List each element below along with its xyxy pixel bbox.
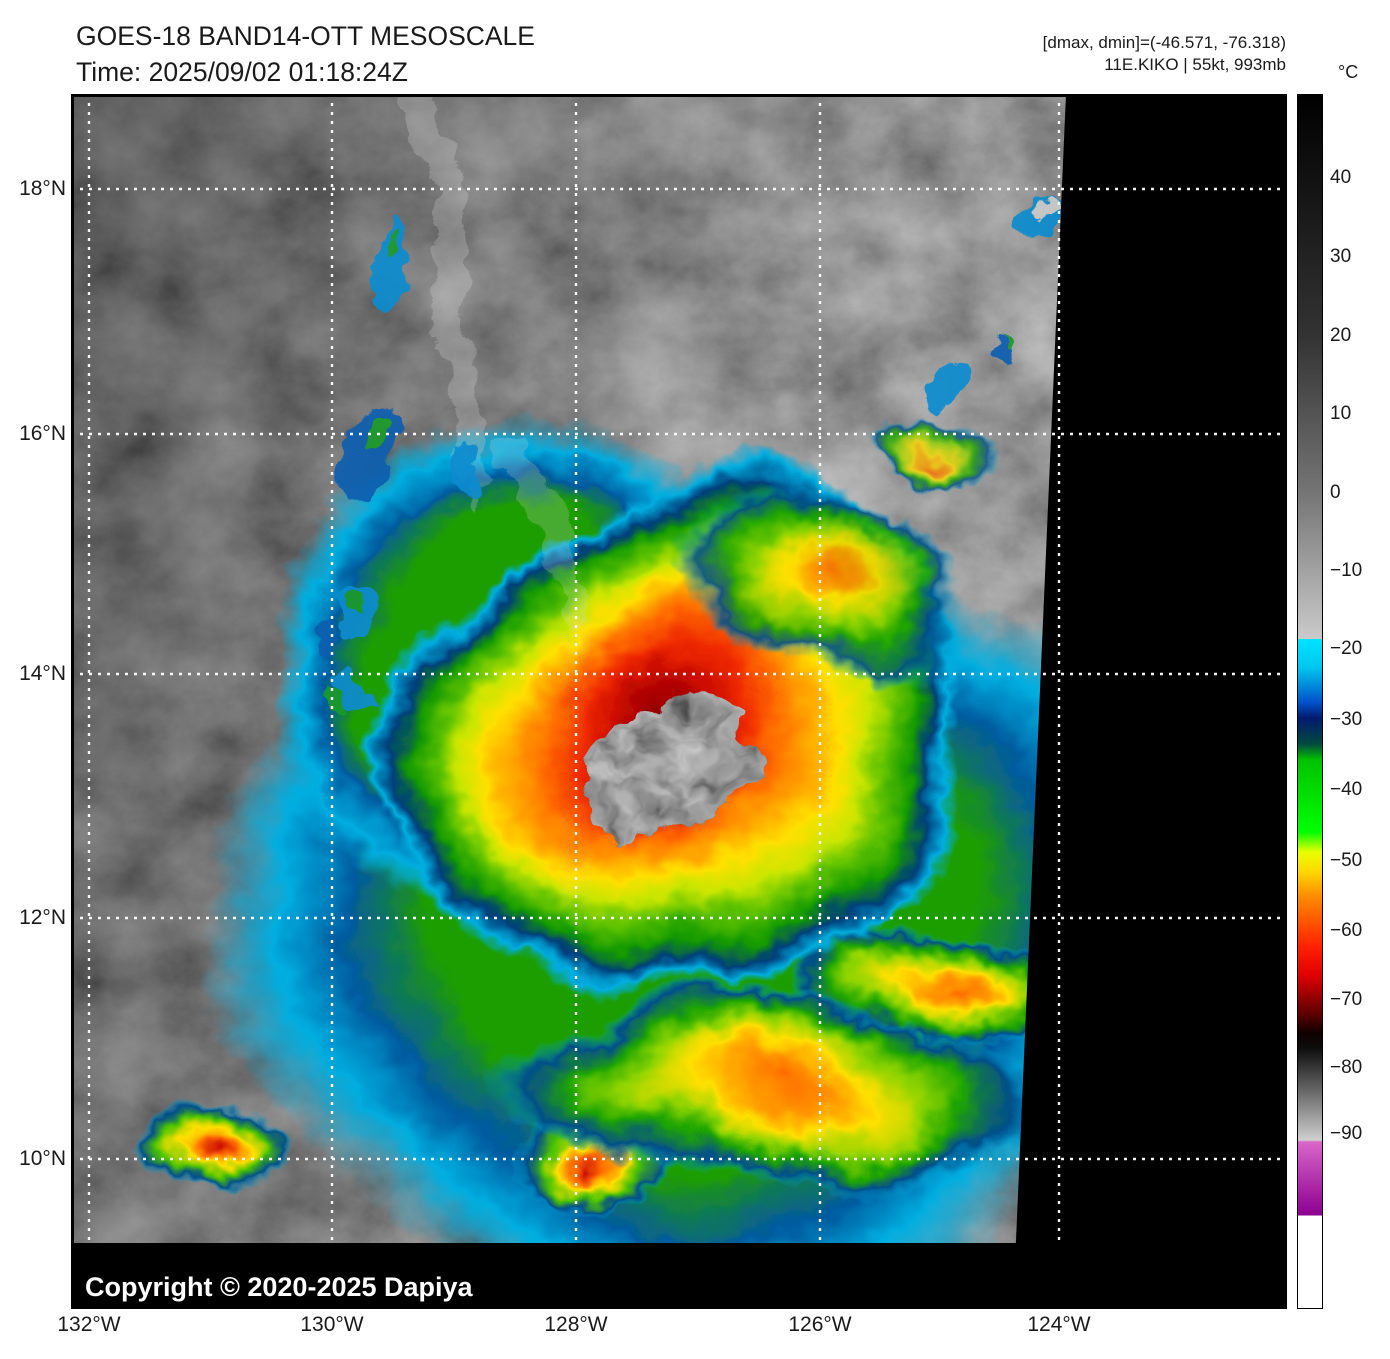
- svg-text:Copyright © 2020-2025 Dapiya: Copyright © 2020-2025 Dapiya: [85, 1272, 474, 1302]
